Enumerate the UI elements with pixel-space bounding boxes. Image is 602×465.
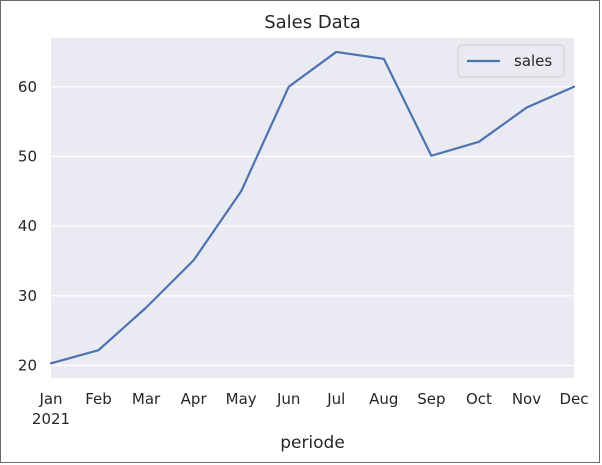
plot-area bbox=[51, 38, 574, 378]
x-axis-label: periode bbox=[280, 433, 345, 453]
legend: sales bbox=[457, 44, 565, 78]
legend-box bbox=[457, 44, 565, 78]
x-axis-ticks: Jan Feb Mar Apr May Jun Jul Aug Sep Oct Nov Dec bbox=[38, 390, 588, 408]
x-tick-label: Jan bbox=[38, 390, 62, 408]
chart-title: Sales Data bbox=[264, 12, 361, 33]
x-tick-label: Sep bbox=[417, 390, 445, 408]
y-tick-label: 20 bbox=[18, 356, 37, 374]
x-tick-label: Feb bbox=[85, 390, 112, 408]
series-lines bbox=[49, 50, 576, 365]
x-tick-label: Dec bbox=[559, 390, 588, 408]
x-axis-year-label: 2021 bbox=[32, 410, 70, 428]
x-tick-label: Jun bbox=[276, 390, 300, 408]
x-tick-label: Oct bbox=[466, 390, 492, 408]
y-tick-label: 60 bbox=[18, 78, 37, 96]
y-axis-ticks: 20 30 40 50 60 bbox=[18, 78, 37, 375]
x-tick-label: Aug bbox=[369, 390, 398, 408]
x-tick-label: May bbox=[226, 390, 257, 408]
x-tick-label: Jul bbox=[326, 390, 345, 408]
x-tick-label: Mar bbox=[132, 390, 161, 408]
x-tick-label: Apr bbox=[181, 390, 208, 408]
y-tick-label: 40 bbox=[18, 217, 37, 235]
y-tick-label: 30 bbox=[18, 287, 37, 305]
series-line-sales bbox=[49, 50, 576, 365]
grid-lines bbox=[51, 86, 574, 367]
x-tick-label: Nov bbox=[512, 390, 541, 408]
y-tick-label: 50 bbox=[18, 147, 37, 165]
legend-label-sales: sales bbox=[514, 52, 552, 70]
